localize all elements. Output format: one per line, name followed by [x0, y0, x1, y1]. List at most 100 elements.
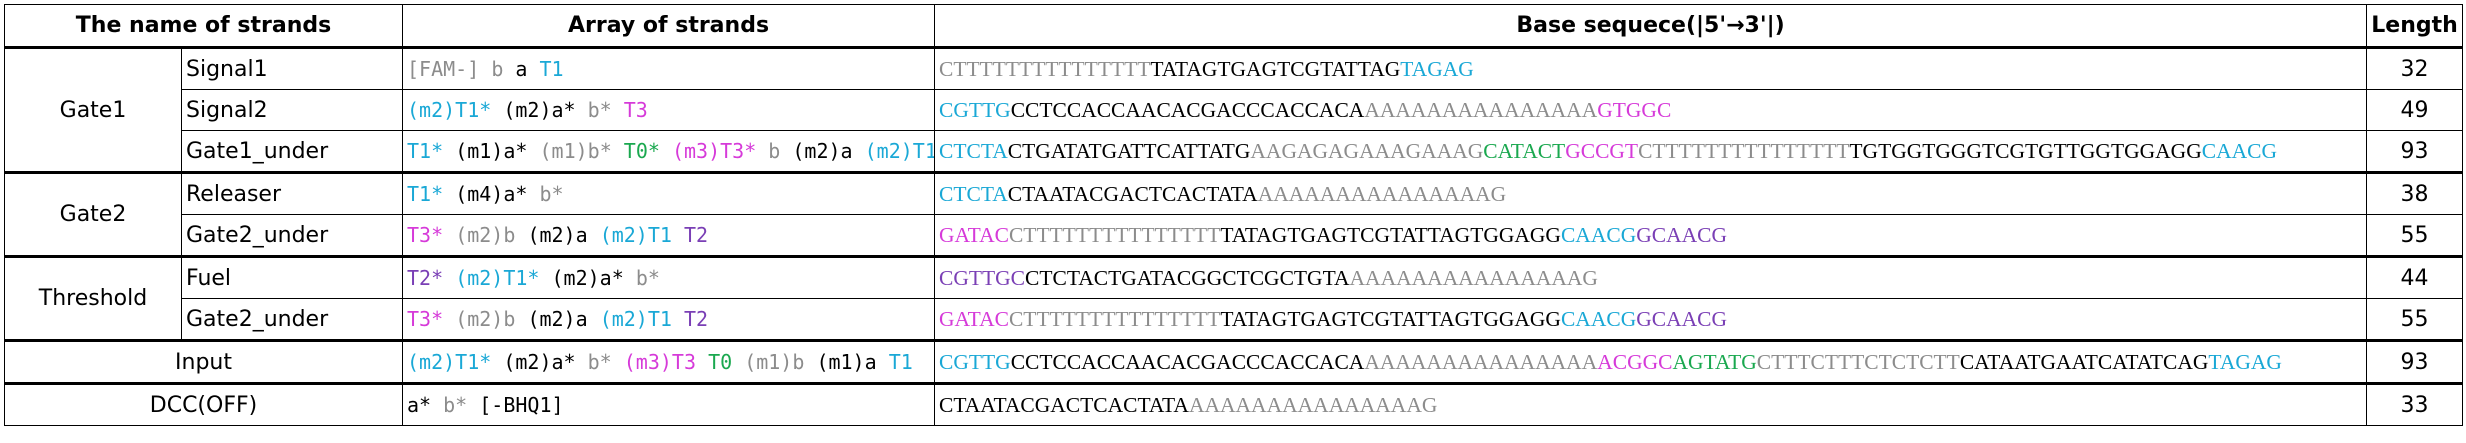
strand-array-cell: (m2)T1* (m2)a* b* (m3)T3 T0 (m1)b (m1)a … [402, 339, 936, 384]
strand-array-cell: [FAM-] b a T1 [402, 47, 936, 90]
sequence-segment: CATACT [1483, 138, 1566, 163]
sequence-segment: CTTTTTTTTTTTTTTT [939, 56, 1151, 81]
sequence-segment: CTCTA [939, 181, 1008, 206]
array-segment: b [768, 139, 793, 163]
strand-name-cell: Gate1_under [180, 130, 404, 173]
sequence-segment: TATAGTGAGTCGTATTAGTGGAGG [1220, 222, 1561, 247]
array-segment: b* [443, 393, 480, 417]
sequence-segment: CATAATGAATCATATCAG [1959, 349, 2209, 374]
sequence-segment: CAACG [2201, 138, 2277, 163]
table-row: Threshold Fuel T2* (m2)T1* (m2)a* b* CGTTGC… [4, 255, 2464, 341]
header-row: The name of strands Array of strands Bas… [3, 4, 2464, 49]
sequence-segment: CTTTTTTTTTTTTTTT [1008, 306, 1221, 331]
array-segment: [-BHQ1] [479, 393, 564, 417]
strand-name-cell: Input [3, 339, 404, 384]
sequence-segment: ACGGC [1597, 349, 1673, 374]
header-sequence: Base sequece(|5'→3'|) [934, 4, 2368, 49]
length-cell: 32 [2366, 47, 2464, 90]
array-segment: T2 [683, 307, 709, 331]
sequence-segment: CCTCCACCAACACGACCCACCACA [1010, 97, 1365, 122]
array-segment: T1 [539, 57, 564, 81]
array-segment: (m1)b* [539, 139, 624, 163]
sequence-segment: CTGATATGATTCATTATG [1007, 138, 1251, 163]
array-segment: (m2)a [527, 307, 600, 331]
group-cell: Threshold [4, 255, 182, 341]
group-cell: Gate1 [4, 47, 182, 173]
length-cell: 44 [2366, 255, 2464, 299]
array-segment: b [491, 57, 516, 81]
array-segment: (m2)T1* [455, 266, 552, 290]
sequence-segment: CTTTCTTTCTCTCTT [1756, 349, 1960, 374]
length-cell: 55 [2366, 298, 2464, 341]
array-segment: (m2)T1 [864, 139, 935, 163]
strand-array-cell: T3* (m2)b (m2)a (m2)T1 T2 [402, 298, 936, 341]
sequence-segment: AAGAGAGAAAGAAAG [1250, 138, 1484, 163]
array-segment: (m3)T3* [671, 139, 769, 163]
array-segment: (m2)a* [503, 350, 588, 374]
header-array: Array of strands [402, 4, 936, 49]
array-segment: T3* [407, 223, 456, 247]
sequence-segment: CAACG [1560, 222, 1637, 247]
sequence-segment: AAAAAAAAAAAAAAA [1364, 97, 1598, 122]
array-segment: b* [635, 266, 660, 290]
strand-array-cell: T2* (m2)T1* (m2)a* b* [402, 255, 936, 299]
sequence-segment: AAAAAAAAAAAAAAAG [1188, 392, 1438, 417]
array-segment: b* [587, 350, 624, 374]
sequence-segment: CCTCCACCAACACGACCCACCACA [1010, 349, 1365, 374]
sequence-segment: AGTATG [1672, 349, 1757, 374]
array-segment: (m4)a* [455, 182, 540, 206]
base-sequence-cell: CTCTACTGATATGATTCATTATGAAGAGAGAAAGAAAGCA… [934, 130, 2368, 173]
array-segment: T3 [623, 98, 648, 122]
sequence-segment: GCAACG [1636, 306, 1728, 331]
array-segment: (m2)a [527, 223, 600, 247]
sequence-segment: CGTTG [939, 349, 1011, 374]
strand-array-cell: (m2)T1* (m2)a* b* T3 [402, 89, 936, 131]
header-length: Length [2366, 4, 2464, 49]
sequence-segment: CTAATACGACTCACTATA [1007, 181, 1258, 206]
array-segment: T2 [683, 223, 709, 247]
strand-name-cell: Gate2_under [180, 298, 404, 341]
base-sequence-cell: CTCTACTAATACGACTCACTATAAAAAAAAAAAAAAAAG [934, 171, 2368, 215]
sequence-segment: CGTTG [939, 97, 1011, 122]
sequence-segment: AAAAAAAAAAAAAAA [1364, 349, 1598, 374]
sequence-segment: TGTGGTGGGTCGTGTTGGTGGAGG [1849, 138, 2202, 163]
array-segment: (m2)b [455, 223, 528, 247]
array-segment: (m2)T1 [599, 223, 684, 247]
sequence-segment: CGTTGC [939, 265, 1026, 290]
array-segment: T3* [407, 307, 456, 331]
table-body: Gate1 Signal1 [FAM-] b a T1 CTTTTTTTTTTTTTT… [3, 47, 2464, 426]
strand-name-cell: DCC(OFF) [3, 382, 404, 426]
strand-name-cell: Releaser [180, 171, 404, 215]
array-segment: T0 [708, 350, 745, 374]
length-cell: 93 [2366, 339, 2464, 384]
sequence-segment: GCCGT [1565, 138, 1639, 163]
array-segment: (m2)b [455, 307, 528, 331]
length-cell: 38 [2366, 171, 2464, 215]
strand-name-cell: Gate2_under [180, 214, 404, 257]
table-row: Gate1_under T1* (m1)a* (m1)b* T0* (m3)T3*… [5, 130, 2464, 173]
table-row: Input (m2)T1* (m2)a* b* (m3)T3 T0 (m1)b (… [3, 339, 2464, 384]
table-row: Gate2_under T3* (m2)b (m2)a (m2)T1 T2 GATA… [5, 298, 2464, 341]
array-segment: (m2)a* [503, 98, 588, 122]
base-sequence-cell: CGTTGCCTCCACCAACACGACCCACCACAAAAAAAAAAAA… [934, 339, 2368, 384]
sequence-segment: CTAATACGACTCACTATA [939, 392, 1189, 417]
array-segment: (m1)a [816, 350, 889, 374]
strand-array-cell: T1* (m4)a* b* [402, 171, 936, 215]
sequence-segment: TATAGTGAGTCGTATTAG [1150, 56, 1401, 81]
sequence-segment: GATAC [939, 222, 1009, 247]
array-segment: T1* [407, 139, 456, 163]
array-segment: T2* [407, 266, 456, 290]
array-segment: b* [587, 98, 624, 122]
array-segment: T1 [888, 350, 913, 374]
array-segment: (m2)T1* [407, 350, 504, 374]
sequence-segment: TAGAG [2208, 349, 2282, 374]
sequence-segment: CTCTACTGATACGGCTCGCTGTA [1025, 265, 1350, 290]
base-sequence-cell: CTAATACGACTCACTATAAAAAAAAAAAAAAAAG [934, 382, 2368, 426]
array-segment: (m3)T3 [623, 350, 709, 374]
strand-array-cell: a* b* [-BHQ1] [402, 382, 936, 426]
strand-array-cell: T3* (m2)b (m2)a (m2)T1 T2 [402, 214, 936, 257]
sequence-segment: GTGGC [1597, 97, 1672, 122]
strand-table: The name of strands Array of strands Bas… [3, 4, 2464, 426]
array-segment: (m1)b [744, 350, 817, 374]
